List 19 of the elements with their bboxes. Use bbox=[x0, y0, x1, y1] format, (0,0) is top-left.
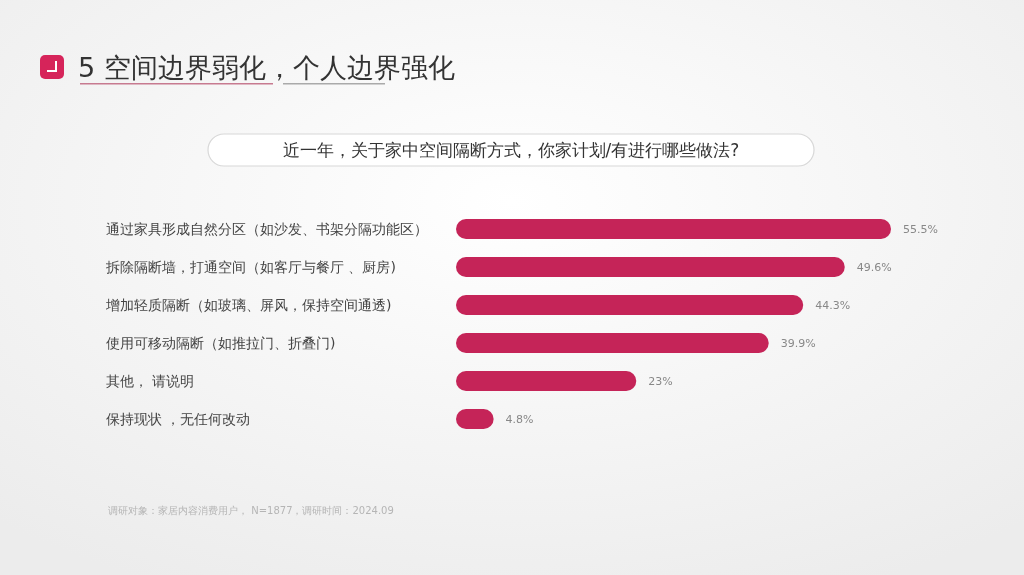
y-tick-label: 增加轻质隔断（如玻璃、屏风，保持空间通透) bbox=[105, 296, 392, 313]
data-label: 55.5% bbox=[903, 222, 938, 236]
bar bbox=[456, 257, 845, 277]
chart-title: 5 空间边界弱化，个人边界强化 bbox=[78, 52, 455, 84]
data-label: 44.3% bbox=[815, 298, 851, 312]
y-tick-label: 保持现状 ，无任何改动 bbox=[106, 410, 251, 427]
bar bbox=[456, 371, 637, 391]
data-label: 49.6% bbox=[856, 260, 892, 274]
chart-subtitle: 近一年，关于家中空间隔断方式，你家计划/有进行哪些做法? bbox=[282, 139, 740, 160]
y-tick-label: 其他， 请说明 bbox=[106, 372, 195, 389]
y-tick-label: 通过家具形成自然分区（如沙发、书架分隔功能区） bbox=[106, 220, 428, 237]
y-tick-label: 使用可移动隔断（如推拉门、折叠门) bbox=[106, 334, 336, 351]
bar bbox=[456, 295, 804, 315]
data-label: 23% bbox=[648, 374, 673, 388]
bar bbox=[456, 219, 891, 239]
bar bbox=[456, 333, 769, 353]
data-label: 4.8% bbox=[505, 412, 534, 426]
data-label: 39.9% bbox=[780, 336, 816, 350]
y-tick-label: 拆除隔断墙，打通空间（如客厅与餐厅 、厨房) bbox=[105, 258, 396, 275]
